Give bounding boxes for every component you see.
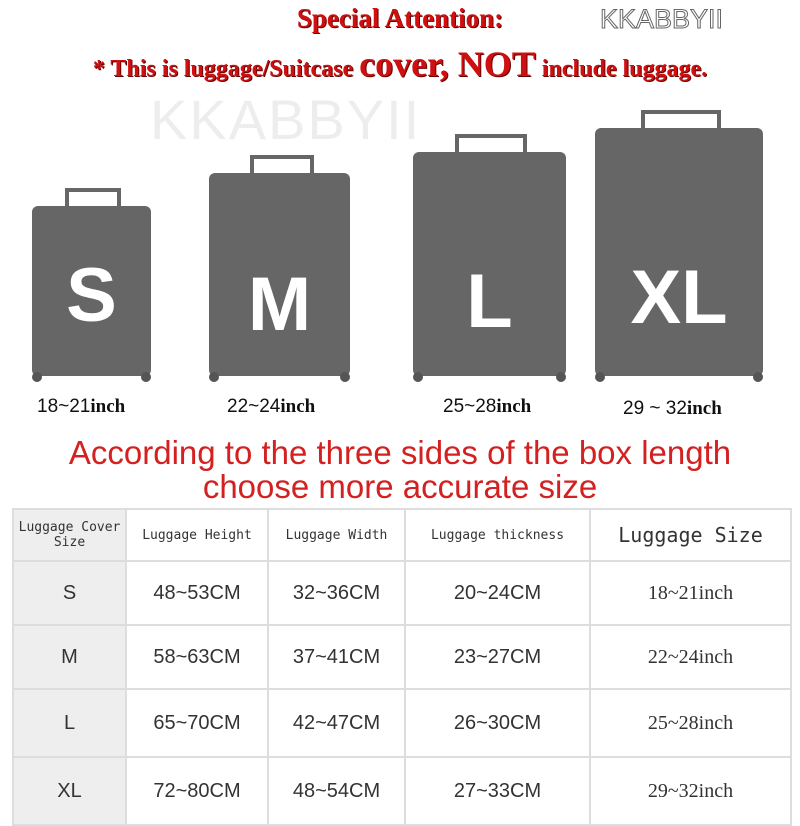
attention-title: Special Attention: (296, 3, 504, 33)
cell-cover-size: L (12, 688, 127, 758)
size-letter: S (66, 253, 117, 338)
cell-cover-size: XL (12, 756, 127, 826)
cell-height: 72~80CM (125, 756, 269, 826)
size-letter: L (466, 259, 513, 344)
size-letter: XL (630, 255, 728, 340)
table-row: S 48~53CM 32~36CM 20~24CM 18~21inch (12, 560, 792, 626)
suitcase-body: M (209, 173, 350, 382)
header-luggage-size: Luggage Size (589, 508, 792, 562)
cell-thickness: 26~30CM (404, 688, 591, 758)
measure-note-1: According to the three sides of the box … (68, 434, 732, 471)
header-thickness: Luggage thickness (404, 508, 591, 562)
wheel (413, 372, 423, 382)
wheel (141, 372, 151, 382)
cell-height: 48~53CM (125, 560, 269, 626)
cell-thickness: 23~27CM (404, 624, 591, 690)
wheel (209, 372, 219, 382)
suitcase-body: L (413, 152, 566, 382)
header-height: Luggage Height (125, 508, 269, 562)
table-row: L 65~70CM 42~47CM 26~30CM 25~28inch (12, 688, 792, 758)
wheel (753, 372, 763, 382)
size-label-m: 22~24inch (227, 396, 316, 417)
cell-cover-size: M (12, 624, 127, 690)
cell-luggage-size: 29~32inch (589, 756, 792, 826)
cell-luggage-size: 25~28inch (589, 688, 792, 758)
cell-width: 42~47CM (267, 688, 406, 758)
cell-width: 32~36CM (267, 560, 406, 626)
header-cover-size: Luggage Cover Size (12, 508, 127, 562)
cell-luggage-size: 22~24inch (589, 624, 792, 690)
cell-thickness: 27~33CM (404, 756, 591, 826)
wheel (340, 372, 350, 382)
suitcase-handle (641, 110, 721, 132)
size-label-s: 18~21inch (37, 396, 126, 417)
table-row: XL 72~80CM 48~54CM 27~33CM 29~32inch (12, 756, 792, 826)
wheel (32, 372, 42, 382)
watermark: KKABBYII (150, 88, 422, 151)
cell-width: 48~54CM (267, 756, 406, 826)
cell-height: 65~70CM (125, 688, 269, 758)
note-emphasis: cover, NOT (359, 44, 536, 84)
cell-width: 37~41CM (267, 624, 406, 690)
wheel (556, 372, 566, 382)
attention-note: * This is luggage/Suitcase cover, NOT in… (0, 44, 800, 89)
measure-note-2: choose more accurate size (202, 468, 598, 505)
size-label-xl: 29 ~ 32inch (623, 398, 722, 419)
size-table: Luggage Cover Size Luggage Height Luggag… (12, 508, 792, 826)
suitcase-handle (250, 155, 314, 177)
note-post: include luggage. (535, 56, 708, 82)
table-row: M 58~63CM 37~41CM 23~27CM 22~24inch (12, 624, 792, 690)
suitcase-body: S (32, 206, 151, 382)
size-label-l: 25~28inch (443, 396, 532, 417)
suitcase-handle (65, 188, 121, 210)
table-header-row: Luggage Cover Size Luggage Height Luggag… (12, 508, 792, 562)
cell-thickness: 20~24CM (404, 560, 591, 626)
size-letter: M (247, 262, 312, 347)
note-pre: * This is luggage/Suitcase (92, 56, 360, 82)
cell-cover-size: S (12, 560, 127, 626)
watermark-secondary: KKABBYII (599, 4, 724, 35)
suitcase-handle (455, 134, 527, 156)
cell-height: 58~63CM (125, 624, 269, 690)
wheel (595, 372, 605, 382)
suitcase-body: XL (595, 128, 763, 382)
header-width: Luggage Width (267, 508, 406, 562)
cell-luggage-size: 18~21inch (589, 560, 792, 626)
